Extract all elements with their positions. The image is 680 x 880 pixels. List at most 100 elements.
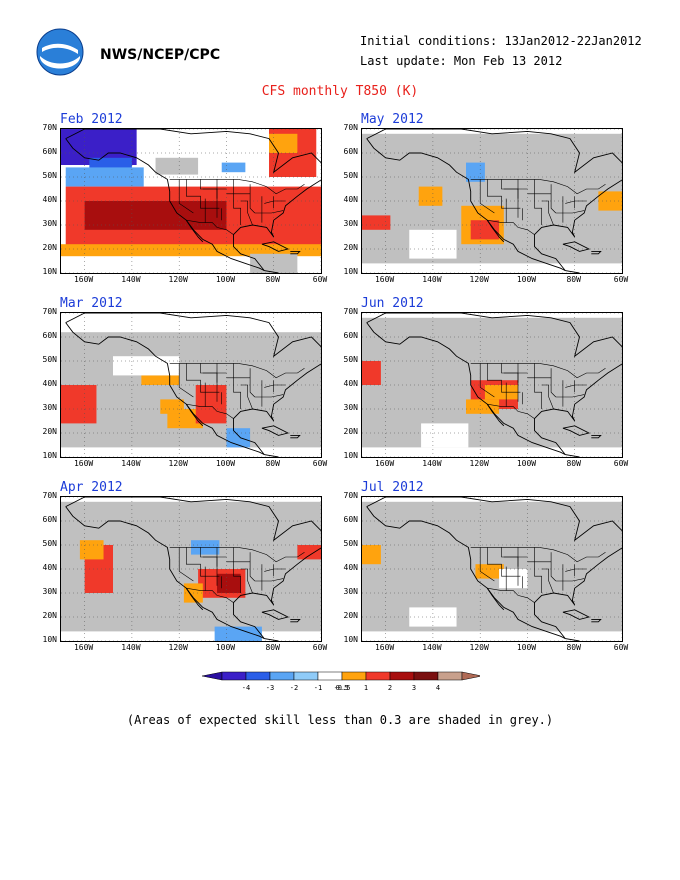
colorbar-segment [365, 671, 391, 681]
lat-tick-label: 60N [42, 515, 57, 524]
coastline [290, 250, 301, 255]
map-panel-feb-2012 [60, 128, 322, 274]
lat-tick-label: 50N [343, 171, 358, 180]
lat-tick-label: 60N [42, 147, 57, 156]
state-border [479, 179, 495, 214]
colorbar-label: -2 [290, 684, 298, 692]
lat-tick-label: 50N [343, 355, 358, 364]
coastline [261, 609, 290, 620]
lat-tick-label: 50N [42, 539, 57, 548]
colorbar-segment [245, 671, 271, 681]
state-border [479, 363, 495, 398]
coastline [65, 138, 265, 272]
panel-title-jul: Jul 2012 [361, 480, 424, 495]
lon-tick-label: 80W [265, 459, 280, 468]
lat-tick-label: 20N [42, 243, 57, 252]
state-border [550, 552, 557, 582]
state-border [178, 179, 194, 214]
lon-tick-label: 100W [516, 459, 537, 468]
anomaly-patch [297, 545, 321, 560]
coastline [185, 219, 204, 243]
lon-tick-label: 120W [469, 275, 489, 284]
colorbar-label: 3 [412, 684, 416, 692]
lon-tick-label: 120W [168, 459, 188, 468]
state-border [249, 552, 256, 582]
lon-tick-label: 120W [168, 275, 188, 284]
coastline [366, 322, 566, 456]
map-panel-apr-2012 [60, 496, 322, 642]
coastline [562, 425, 591, 436]
lat-tick-label: 40N [343, 195, 358, 204]
lon-tick-label: 100W [516, 275, 537, 284]
anomaly-patch [269, 133, 298, 153]
lon-tick-label: 140W [121, 459, 141, 468]
lat-tick-label: 10N [42, 635, 57, 644]
state-border [541, 568, 554, 594]
anomaly-patch [141, 375, 180, 385]
coastline [261, 425, 290, 436]
lat-tick-label: 70N [343, 307, 358, 316]
colorbar-label: 4 [436, 684, 440, 692]
anomaly-patch [155, 157, 199, 175]
panel-title-may: May 2012 [361, 112, 424, 127]
map-panel-mar-2012 [60, 312, 322, 458]
anomaly-patch [409, 229, 457, 259]
lon-tick-label: 160W [374, 643, 395, 652]
lat-tick-label: 10N [42, 451, 57, 460]
lat-tick-label: 20N [343, 243, 358, 252]
coastline [591, 618, 602, 623]
lon-tick-label: 80W [566, 643, 581, 652]
coastline [591, 434, 602, 439]
coastline [366, 497, 622, 641]
state-border [479, 547, 495, 582]
lat-tick-label: 70N [343, 123, 358, 132]
lon-tick-label: 100W [215, 643, 236, 652]
colorbar-label: 0.5 [336, 684, 349, 692]
state-border [541, 200, 554, 226]
lat-tick-label: 50N [343, 539, 358, 548]
state-border [550, 368, 557, 398]
state-border [541, 384, 554, 410]
state-border [238, 363, 305, 379]
lat-tick-label: 70N [42, 307, 57, 316]
anomaly-patch [221, 162, 246, 173]
coastline [65, 129, 321, 273]
lat-tick-label: 30N [42, 219, 57, 228]
lat-tick-label: 40N [42, 195, 57, 204]
anomaly-patch [65, 167, 144, 187]
colorbar-segment [389, 671, 415, 681]
state-border [249, 184, 256, 214]
lat-tick-label: 10N [343, 635, 358, 644]
state-border [186, 547, 220, 577]
initial-conditions: Initial conditions: 13Jan2012-22Jan2012 [360, 34, 642, 48]
coastline [185, 587, 204, 611]
lon-tick-label: 160W [374, 275, 395, 284]
coastline [65, 322, 265, 456]
coastline [591, 250, 602, 255]
panel-title-feb: Feb 2012 [60, 112, 123, 127]
lat-tick-label: 10N [42, 267, 57, 276]
coastline [65, 506, 265, 640]
lon-tick-label: 80W [566, 275, 581, 284]
lat-tick-label: 30N [343, 403, 358, 412]
lat-tick-label: 50N [42, 171, 57, 180]
state-border [487, 547, 521, 577]
coastline [290, 618, 301, 623]
coastline [261, 241, 290, 252]
lat-tick-label: 40N [343, 563, 358, 572]
lon-tick-label: 140W [121, 275, 141, 284]
state-border [240, 200, 253, 226]
state-border [555, 578, 585, 582]
lon-tick-label: 120W [469, 643, 489, 652]
state-border [238, 547, 305, 563]
panel-title-apr: Apr 2012 [60, 480, 123, 495]
lon-tick-label: 60W [312, 643, 328, 652]
lon-tick-label: 80W [265, 643, 280, 652]
state-border [186, 403, 234, 419]
lon-tick-label: 160W [73, 643, 94, 652]
colorbar-segment [437, 671, 463, 681]
lon-tick-label: 120W [168, 643, 188, 652]
anomaly-patch [250, 253, 298, 273]
anomaly-patch [195, 385, 227, 424]
last-update: Last update: Mon Feb 13 2012 [360, 54, 563, 68]
